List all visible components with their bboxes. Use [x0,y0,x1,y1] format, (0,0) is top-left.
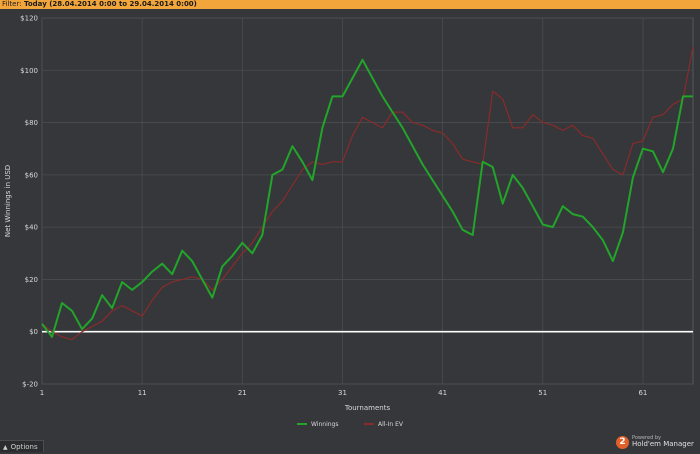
chevron-up-icon: ▲ [3,444,8,451]
powered-by-label: Powered by [632,435,661,441]
x-tick-label: 41 [438,389,447,397]
x-tick-label: 51 [538,389,547,397]
chart-grid [41,17,694,385]
holdem-manager-logo-icon: 2 [616,435,629,449]
product-name: Hold'em Manager [632,440,694,448]
x-tick-label: 11 [138,389,147,397]
x-axis-ticks: 1 11 21 31 41 51 61 [40,389,648,397]
y-tick-label: $60 [25,171,38,179]
legend-entry: Winnings [311,421,338,428]
x-tick-label: 61 [638,389,647,397]
y-tick-label: $-20 [22,381,38,389]
series-layer [41,46,694,341]
y-tick-label: $0 [29,328,38,336]
x-tick-label: 21 [238,389,247,397]
legend-entry: All-In EV [378,421,404,428]
y-tick-label: $100 [20,67,38,75]
filter-value: Today (28.04.2014 0:00 to 29.04.2014 0:0… [24,0,197,8]
y-tick-label: $20 [25,276,38,284]
filter-label: Filter: [2,0,22,8]
options-button[interactable]: ▲ Options [0,440,44,452]
chart-legend: Winnings All-In EV [297,421,404,428]
series-line-winnings [41,58,693,338]
winnings-chart: $-20$0$20$40$60$80$100$120 1 11 21 31 41 51 61… [4,15,694,428]
y-tick-label: $40 [25,224,38,232]
y-tick-label: $120 [20,15,38,23]
filter-bar: Filter: Today (28.04.2014 0:00 to 29.04.… [0,0,700,9]
brand-logo: 2 Powered by Hold'em Manager [616,433,698,451]
y-axis-label: Net Winnings in USD [4,165,12,237]
x-axis-label: Tournaments [344,404,391,412]
y-tick-label: $80 [25,119,38,127]
x-tick-label: 1 [40,389,44,397]
x-tick-label: 31 [338,389,347,397]
options-label: Options [10,443,38,451]
plot-border [41,17,694,385]
y-axis-ticks: $-20 $0 $20 $40 $60 $80 $100 $120 [20,15,38,389]
series-line-all-in-ev [41,46,694,341]
